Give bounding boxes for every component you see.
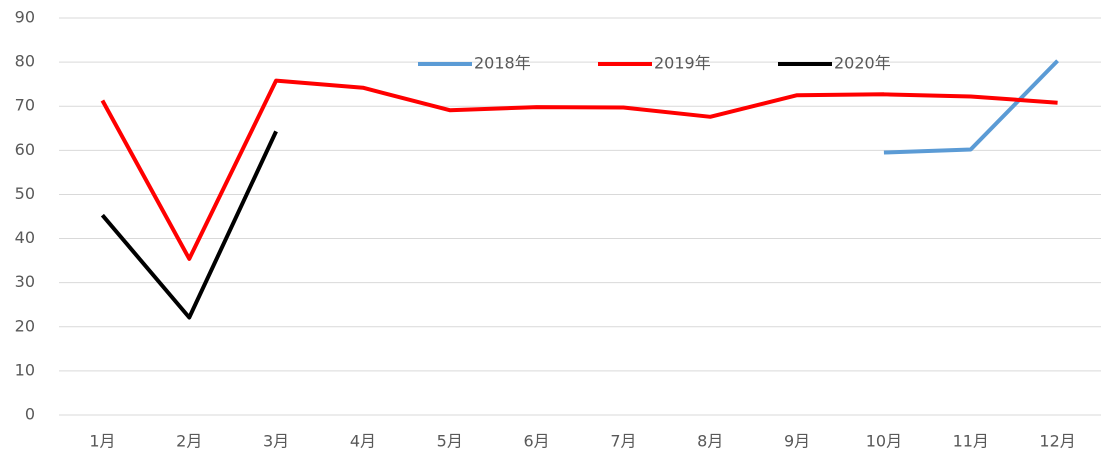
y-tick-label: 40 xyxy=(15,228,35,247)
series-line xyxy=(100,130,278,320)
x-tick-label: 7月 xyxy=(610,432,636,451)
x-tick-label: 1月 xyxy=(89,432,115,451)
legend-label: 2019年 xyxy=(654,54,711,73)
y-tick-label: 20 xyxy=(15,316,35,335)
y-tick-label: 90 xyxy=(15,8,35,27)
x-tick-label: 11月 xyxy=(953,432,989,451)
x-tick-label: 9月 xyxy=(784,432,810,451)
x-tick-label: 12月 xyxy=(1039,432,1075,451)
x-tick-label: 5月 xyxy=(437,432,463,451)
y-tick-label: 0 xyxy=(25,405,35,424)
x-tick-label: 10月 xyxy=(866,432,902,451)
legend-label: 2018年 xyxy=(474,54,531,73)
y-tick-label: 70 xyxy=(15,96,35,115)
series-line xyxy=(883,59,1060,155)
x-tick-label: 2月 xyxy=(176,432,202,451)
y-tick-label: 50 xyxy=(15,184,35,203)
x-tick-label: 3月 xyxy=(263,432,289,451)
series-line xyxy=(100,78,1058,261)
y-tick-label: 10 xyxy=(15,360,35,379)
legend-label: 2020年 xyxy=(834,54,891,73)
y-tick-label: 60 xyxy=(15,140,35,159)
x-tick-label: 6月 xyxy=(523,432,549,451)
x-tick-label: 4月 xyxy=(350,432,376,451)
y-tick-label: 30 xyxy=(15,272,35,291)
y-tick-label: 80 xyxy=(15,52,35,71)
x-tick-label: 8月 xyxy=(697,432,723,451)
